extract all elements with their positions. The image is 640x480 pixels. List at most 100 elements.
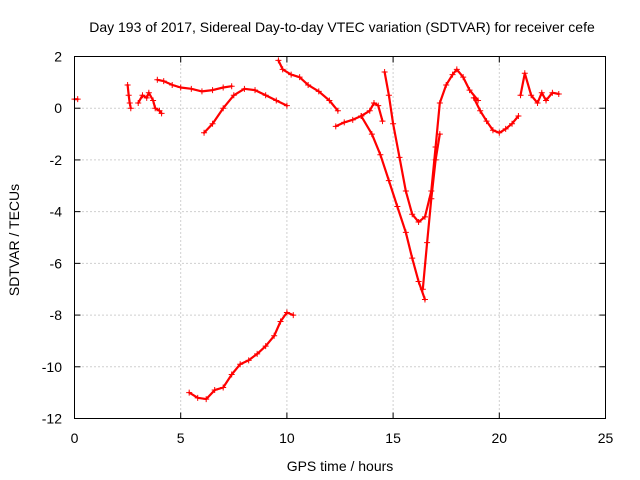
data-point xyxy=(241,85,248,92)
data-point xyxy=(245,357,252,364)
data-point xyxy=(419,286,426,293)
data-point xyxy=(453,66,460,73)
data-point xyxy=(341,119,348,126)
ticks: 0 5 10 15 20 25 -12 -10 -8 -6 -4 -2 0 2 xyxy=(42,49,614,447)
data-point xyxy=(326,97,333,104)
data-point xyxy=(543,97,550,104)
data-point xyxy=(379,118,386,125)
data-point xyxy=(509,120,516,127)
data-point xyxy=(368,131,375,138)
data-point xyxy=(332,123,339,130)
data-point xyxy=(262,343,269,350)
data-point xyxy=(290,312,297,319)
series-seg-k xyxy=(470,94,522,136)
series-seg-l xyxy=(517,70,562,107)
data-point xyxy=(143,94,150,101)
data-point xyxy=(283,309,290,316)
y-tick-label: -8 xyxy=(50,307,63,323)
series-line xyxy=(277,59,339,112)
data-point xyxy=(209,87,216,94)
data-point xyxy=(358,112,365,119)
data-point xyxy=(127,105,134,112)
data-point xyxy=(409,255,416,262)
data-point xyxy=(483,118,490,125)
data-point xyxy=(396,154,403,161)
data-point xyxy=(428,195,435,202)
data-point xyxy=(220,84,227,91)
x-tick-label: 20 xyxy=(492,430,508,446)
data-point xyxy=(139,92,146,99)
data-point xyxy=(154,76,161,83)
data-point xyxy=(489,127,496,134)
data-point xyxy=(421,296,428,303)
data-point xyxy=(194,394,201,401)
data-point xyxy=(283,102,290,109)
data-point xyxy=(315,88,322,95)
data-point xyxy=(409,211,416,218)
data-point xyxy=(279,66,286,73)
series-seg-g xyxy=(332,100,386,130)
x-tick-label: 15 xyxy=(385,430,401,446)
data-point xyxy=(254,350,261,357)
data-point xyxy=(125,92,132,99)
data-point xyxy=(555,90,562,97)
y-tick-label: 0 xyxy=(54,100,62,116)
y-axis-label: SDTVAR / TECUs xyxy=(6,184,22,296)
data-point xyxy=(288,71,295,78)
x-tick-label: 25 xyxy=(598,430,614,446)
data-point xyxy=(203,396,210,403)
data-point xyxy=(517,92,524,99)
data-point xyxy=(390,120,397,127)
x-tick-label: 5 xyxy=(177,430,185,446)
data-point xyxy=(230,92,237,99)
data-point xyxy=(534,100,541,107)
data-point xyxy=(334,107,341,114)
data-point xyxy=(228,83,235,90)
data-point xyxy=(415,278,422,285)
data-point xyxy=(209,120,216,127)
data-point xyxy=(271,332,278,339)
x-axis-label: GPS time / hours xyxy=(287,458,394,474)
data-point xyxy=(421,213,428,220)
data-point xyxy=(158,110,165,117)
data-point xyxy=(436,131,443,138)
y-tick-label: -12 xyxy=(42,411,62,427)
data-point xyxy=(124,81,131,88)
data-point xyxy=(277,318,284,325)
data-point xyxy=(237,361,244,368)
data-point xyxy=(275,57,282,64)
series-seg-h xyxy=(358,112,428,303)
data-point xyxy=(381,69,388,76)
data-layer xyxy=(71,57,562,403)
data-point xyxy=(449,71,456,78)
series-seg-f xyxy=(275,57,341,114)
data-point xyxy=(160,78,167,85)
data-point xyxy=(273,97,280,104)
data-point xyxy=(201,129,208,136)
data-point xyxy=(262,92,269,99)
data-point xyxy=(211,387,218,394)
series-line xyxy=(519,72,560,105)
data-point xyxy=(528,92,535,99)
data-point xyxy=(460,74,467,81)
data-point xyxy=(377,151,384,158)
data-point xyxy=(252,87,259,94)
data-point xyxy=(169,81,176,88)
data-point xyxy=(198,88,205,95)
data-point xyxy=(477,107,484,114)
data-point xyxy=(126,100,133,107)
x-tick-label: 0 xyxy=(71,430,79,446)
data-point xyxy=(385,92,392,99)
series-seg-j xyxy=(419,131,443,293)
series-seg-e xyxy=(201,85,290,136)
data-point xyxy=(375,102,382,109)
y-tick-label: -2 xyxy=(50,152,63,168)
data-point xyxy=(370,100,377,107)
data-point xyxy=(470,94,477,101)
data-point xyxy=(402,187,409,194)
data-point xyxy=(443,81,450,88)
y-tick-label: -6 xyxy=(50,255,63,271)
data-point xyxy=(220,384,227,391)
